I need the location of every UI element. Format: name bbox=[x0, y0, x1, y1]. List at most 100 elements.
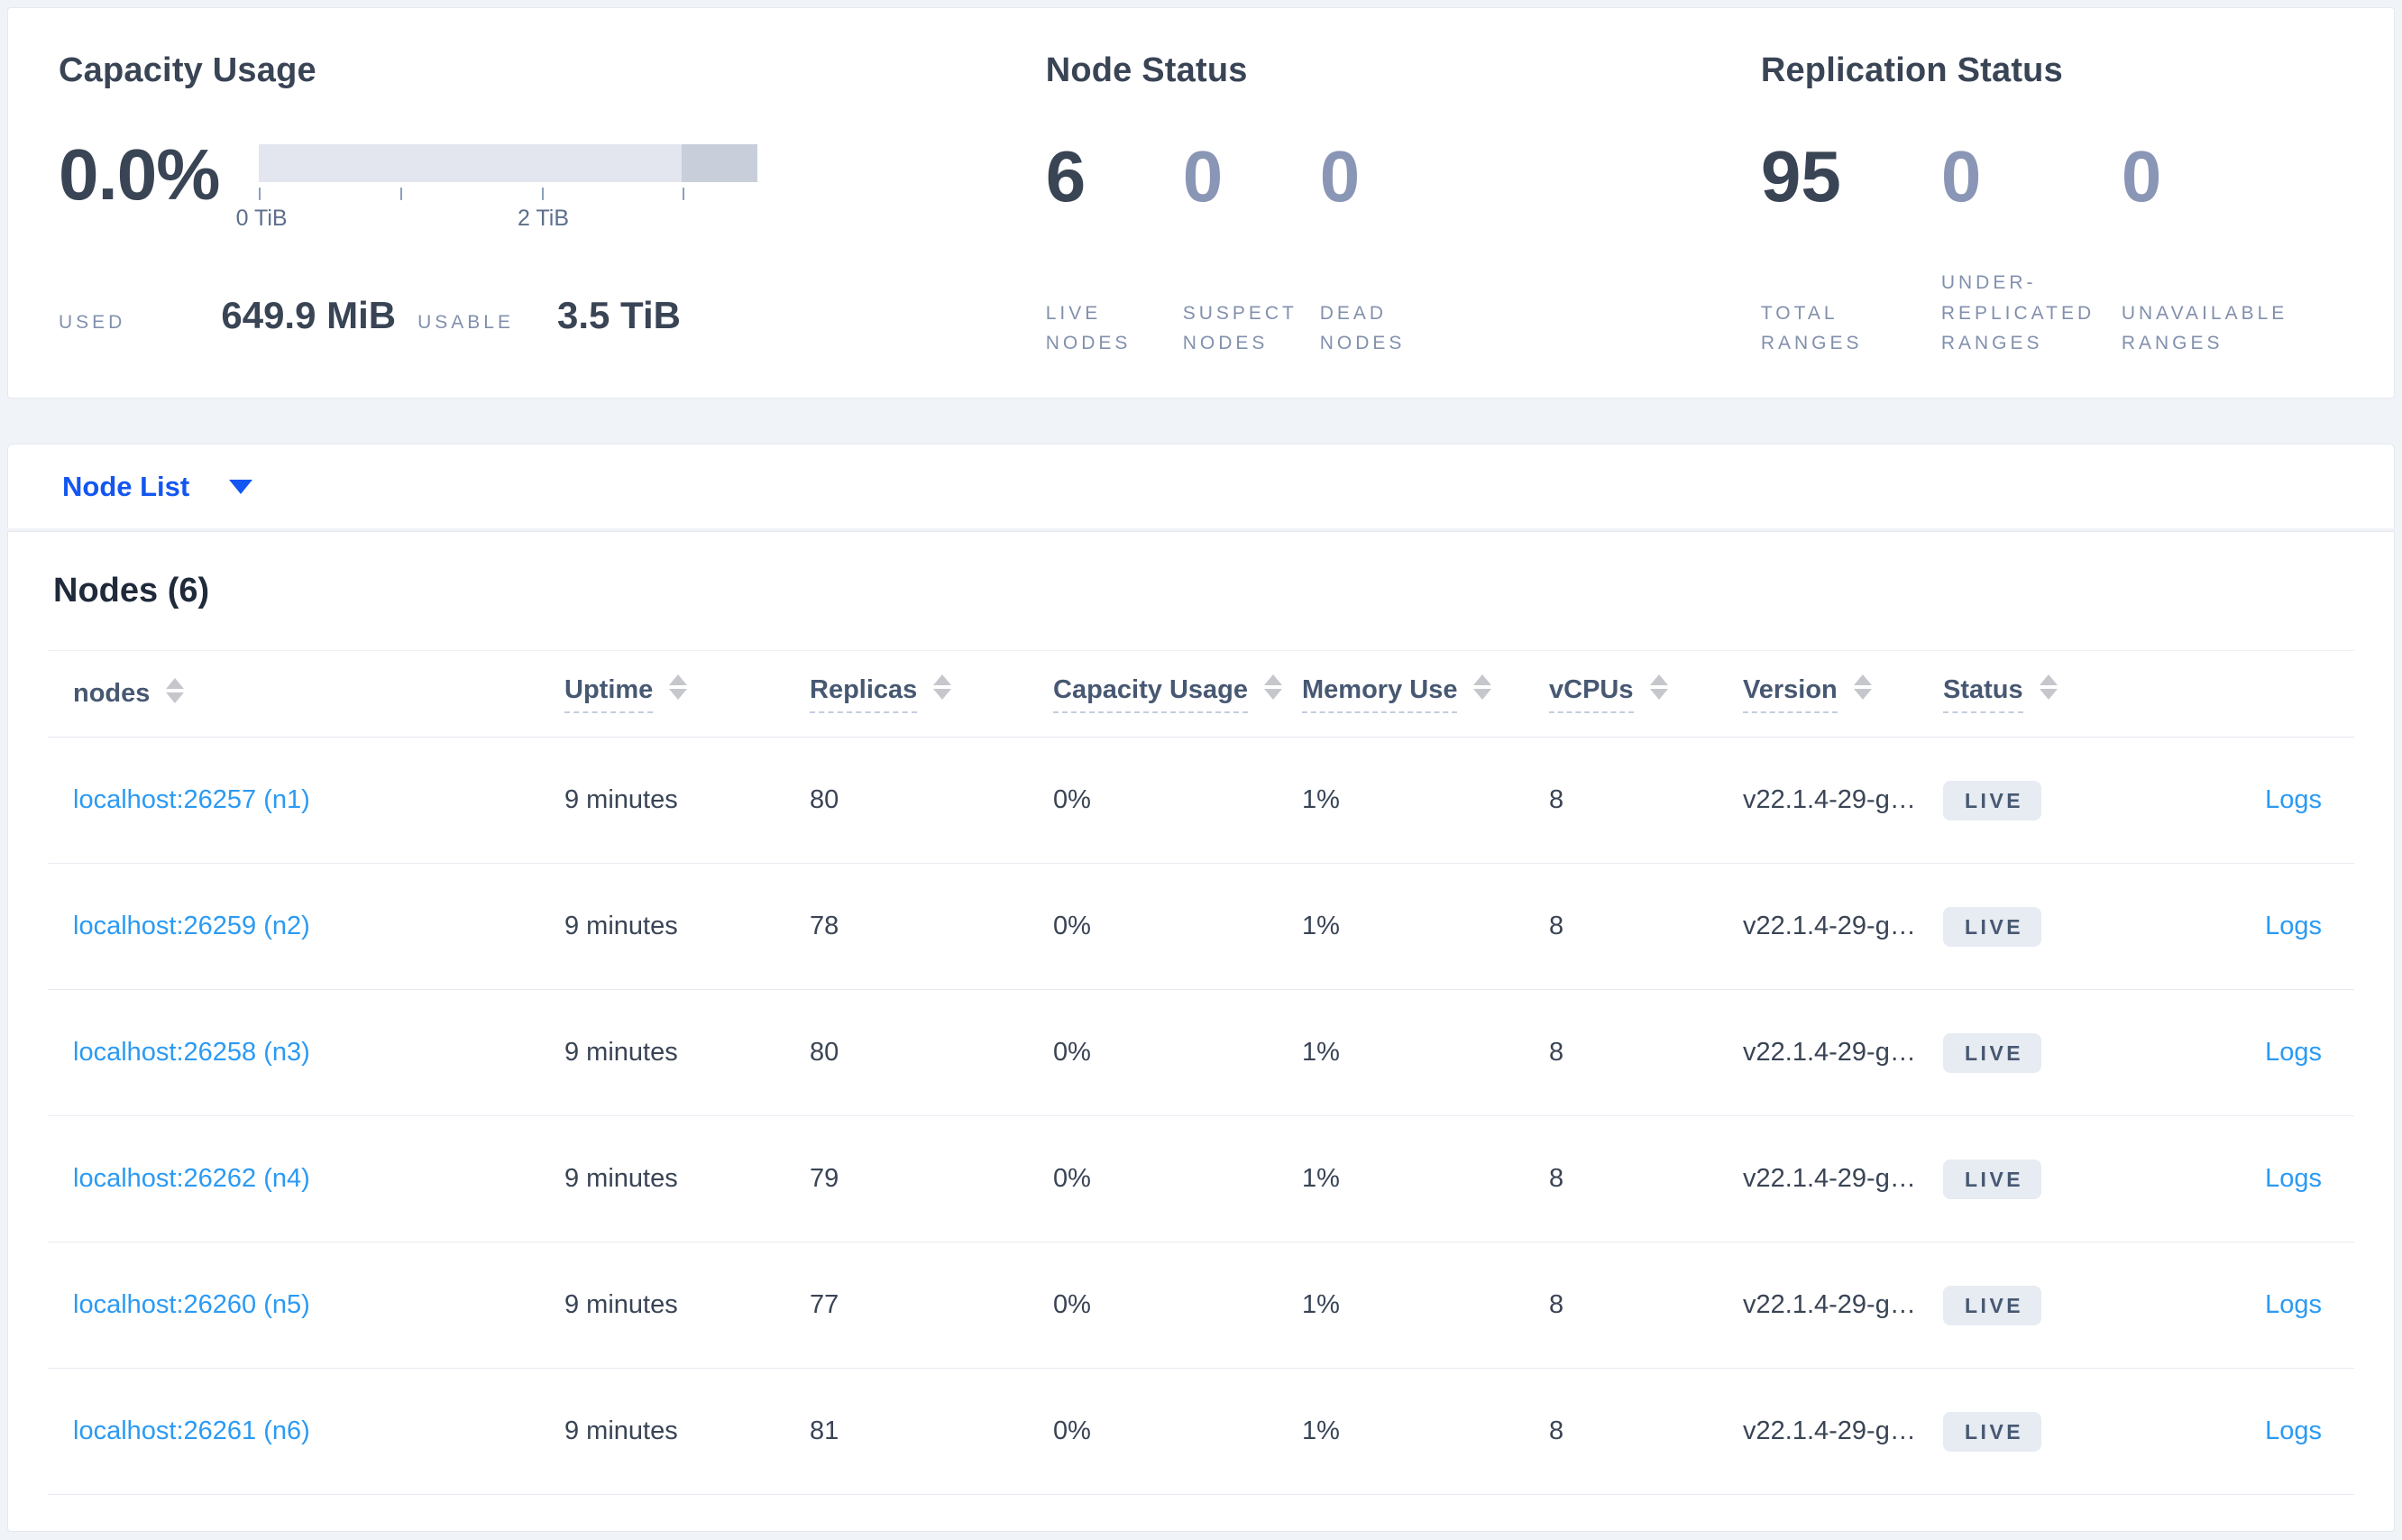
column-header-uptime[interactable]: Uptime bbox=[539, 651, 784, 738]
status-badge: LIVE bbox=[1943, 780, 2042, 820]
replicas-cell: 81 bbox=[810, 1416, 839, 1445]
node-link[interactable]: localhost:26258 (n3) bbox=[73, 1038, 310, 1067]
column-header-capacity-usage[interactable]: Capacity Usage bbox=[1028, 651, 1282, 738]
usable-label: USABLE bbox=[417, 312, 514, 333]
status-badge: LIVE bbox=[1943, 1285, 2042, 1325]
version-cell: v22.1.4-29-g… bbox=[1743, 1164, 1916, 1193]
dead-nodes-label: DEAD NODES bbox=[1319, 302, 1406, 354]
nodes-count-title: Nodes (6) bbox=[53, 572, 210, 610]
tick-mark bbox=[542, 188, 545, 200]
total-ranges-stat: 95 TOTAL RANGES bbox=[1761, 141, 1941, 359]
under-replicated-ranges-stat: 0 UNDER- REPLICATED RANGES bbox=[1941, 141, 2122, 359]
node-status-title: Node Status bbox=[1045, 51, 1248, 89]
node-link[interactable]: localhost:26260 (n5) bbox=[73, 1290, 310, 1319]
sort-icon bbox=[669, 674, 688, 700]
node-link[interactable]: localhost:26262 (n4) bbox=[73, 1164, 310, 1193]
vcpus-cell: 8 bbox=[1549, 785, 1564, 814]
used-value: 649.9 MiB bbox=[221, 294, 397, 336]
uptime-cell: 9 minutes bbox=[564, 1038, 678, 1067]
memory-cell: 1% bbox=[1302, 785, 1340, 814]
capacity-bar: 0 TiB 2 TiB bbox=[236, 144, 758, 234]
capacity-bar-track bbox=[259, 144, 758, 182]
replicas-cell: 77 bbox=[810, 1290, 839, 1319]
vcpus-cell: 8 bbox=[1549, 1038, 1564, 1067]
logs-link[interactable]: Logs bbox=[2265, 1038, 2322, 1067]
logs-link[interactable]: Logs bbox=[2265, 1416, 2322, 1445]
capacity-cell: 0% bbox=[1053, 1290, 1091, 1319]
column-header-memory-use[interactable]: Memory Use bbox=[1277, 651, 1524, 738]
live-nodes-label: LIVE NODES bbox=[1045, 302, 1132, 354]
capacity-bar-reserved-segment bbox=[682, 144, 758, 182]
sort-icon bbox=[933, 674, 952, 700]
logs-link[interactable]: Logs bbox=[2265, 785, 2322, 814]
column-header-replicas[interactable]: Replicas bbox=[784, 651, 1028, 738]
sort-icon bbox=[2039, 674, 2058, 700]
replicas-cell: 78 bbox=[810, 912, 839, 940]
capacity-cell: 0% bbox=[1053, 1416, 1091, 1445]
uptime-cell: 9 minutes bbox=[564, 912, 678, 940]
replication-stats: 95 TOTAL RANGES 0 UNDER- REPLICATED RANG… bbox=[1761, 141, 2343, 359]
table-row: localhost:26262 (n4) 9 minutes 79 0% 1% … bbox=[48, 1116, 2354, 1242]
under-replicated-ranges-label: UNDER- REPLICATED RANGES bbox=[1940, 272, 2095, 354]
node-link[interactable]: localhost:26259 (n2) bbox=[73, 912, 310, 940]
node-link[interactable]: localhost:26257 (n1) bbox=[73, 785, 310, 814]
column-header-vcpus[interactable]: vCPUs bbox=[1524, 651, 1718, 738]
version-cell: v22.1.4-29-g… bbox=[1743, 1038, 1916, 1067]
uptime-cell: 9 minutes bbox=[564, 1290, 678, 1319]
status-badge: LIVE bbox=[1943, 906, 2042, 947]
unavailable-ranges-stat: 0 UNAVAILABLE RANGES bbox=[2122, 141, 2302, 359]
node-status-stats: 6 LIVE NODES 0 SUSPECT NODES 0 DEAD NODE… bbox=[1046, 141, 1761, 359]
suspect-nodes-stat: 0 SUSPECT NODES bbox=[1183, 141, 1320, 359]
unavailable-ranges-label: UNAVAILABLE RANGES bbox=[2121, 302, 2288, 354]
uptime-cell: 9 minutes bbox=[564, 1164, 678, 1193]
node-status-section: Node Status 6 LIVE NODES 0 SUSPECT NODES… bbox=[1046, 51, 1761, 398]
dead-nodes-stat: 0 DEAD NODES bbox=[1320, 141, 1457, 359]
tick-label-2tib: 2 TiB bbox=[518, 206, 570, 231]
capacity-bar-tick-labels: 0 TiB 2 TiB bbox=[236, 206, 757, 234]
under-replicated-ranges-value: 0 bbox=[1940, 136, 1982, 216]
sort-icon bbox=[166, 678, 185, 704]
memory-cell: 1% bbox=[1302, 1164, 1340, 1193]
capacity-percent-value: 0.0% bbox=[59, 134, 220, 215]
version-cell: v22.1.4-29-g… bbox=[1743, 785, 1916, 814]
cluster-summary-card: Capacity Usage 0.0% 0 TiB 2 TiB bbox=[7, 7, 2395, 399]
node-list-dropdown[interactable]: Node List bbox=[62, 470, 253, 503]
status-badge: LIVE bbox=[1943, 1032, 2042, 1073]
suspect-nodes-label: SUSPECT NODES bbox=[1182, 302, 1297, 354]
logs-link[interactable]: Logs bbox=[2265, 1290, 2322, 1319]
table-row: localhost:26260 (n5) 9 minutes 77 0% 1% … bbox=[48, 1242, 2354, 1369]
used-label: USED bbox=[59, 312, 126, 333]
sort-icon bbox=[1853, 674, 1872, 700]
total-ranges-value: 95 bbox=[1760, 136, 1841, 216]
view-selector-bar: Node List bbox=[7, 444, 2395, 528]
node-list-dropdown-label: Node List bbox=[62, 470, 190, 502]
node-link[interactable]: localhost:26261 (n6) bbox=[73, 1416, 310, 1445]
version-cell: v22.1.4-29-g… bbox=[1743, 1416, 1916, 1445]
column-header-version[interactable]: Version bbox=[1718, 651, 1918, 738]
sort-icon bbox=[1649, 674, 1668, 700]
status-badge: LIVE bbox=[1943, 1411, 2042, 1452]
column-header-nodes[interactable]: nodes bbox=[48, 651, 539, 738]
capacity-cell: 0% bbox=[1053, 1038, 1091, 1067]
tick-mark bbox=[682, 188, 684, 200]
table-row: localhost:26258 (n3) 9 minutes 80 0% 1% … bbox=[48, 990, 2354, 1116]
dead-nodes-value: 0 bbox=[1319, 136, 1361, 216]
logs-link[interactable]: Logs bbox=[2265, 912, 2322, 940]
table-row: localhost:26259 (n2) 9 minutes 78 0% 1% … bbox=[48, 864, 2354, 990]
tick-label-0tib: 0 TiB bbox=[235, 206, 288, 231]
uptime-cell: 9 minutes bbox=[564, 785, 678, 814]
capacity-usage-title: Capacity Usage bbox=[59, 51, 316, 89]
memory-cell: 1% bbox=[1302, 1416, 1340, 1445]
capacity-cell: 0% bbox=[1053, 912, 1091, 940]
live-nodes-stat: 6 LIVE NODES bbox=[1046, 141, 1183, 359]
capacity-cell: 0% bbox=[1053, 1164, 1091, 1193]
table-row: localhost:26261 (n6) 9 minutes 81 0% 1% … bbox=[48, 1369, 2354, 1495]
tick-mark bbox=[259, 188, 261, 200]
capacity-gauge: 0.0% 0 TiB 2 TiB bbox=[59, 139, 1046, 234]
capacity-bar-ticks bbox=[259, 188, 757, 204]
logs-link[interactable]: Logs bbox=[2265, 1164, 2322, 1193]
replicas-cell: 80 bbox=[810, 1038, 839, 1067]
column-header-status[interactable]: Status bbox=[1918, 651, 2158, 738]
sort-icon bbox=[1264, 674, 1282, 700]
